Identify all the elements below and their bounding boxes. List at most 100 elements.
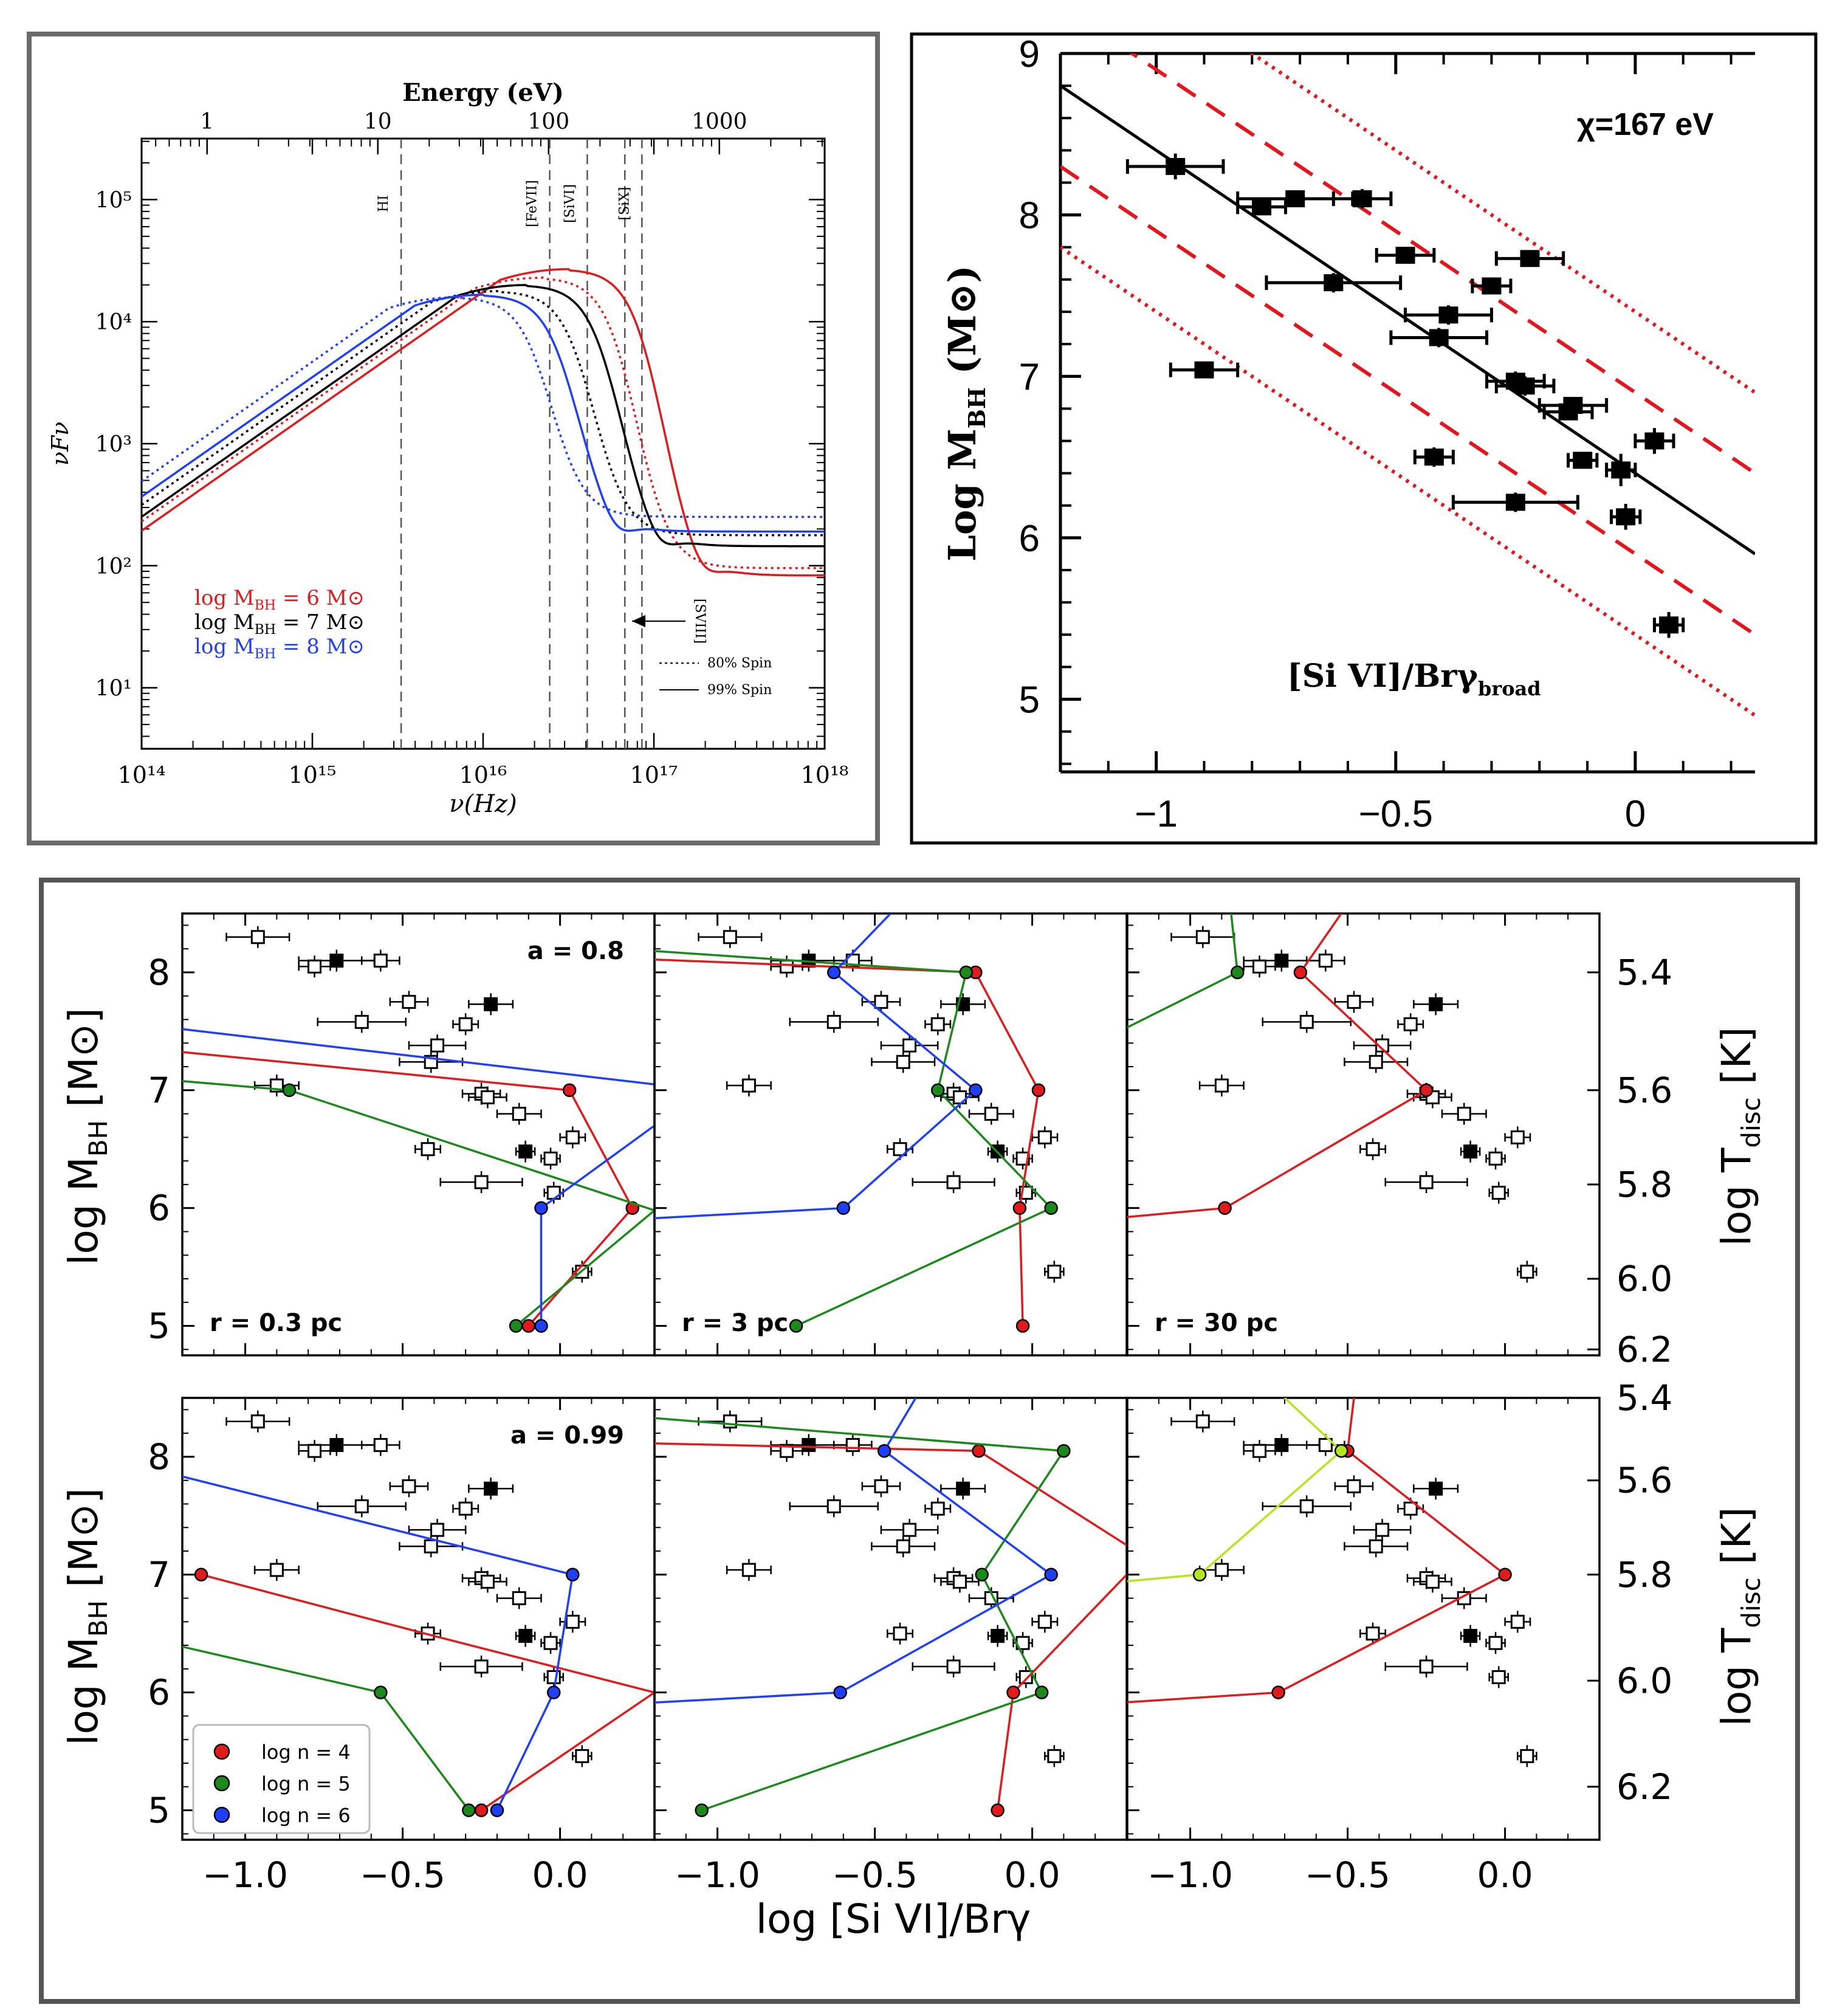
grid-x-tick-label: 0.0 bbox=[1004, 1854, 1060, 1896]
mbh-data-point bbox=[1375, 247, 1436, 264]
grid-model-line bbox=[1127, 1398, 1343, 1583]
grid-obs-marker bbox=[1318, 954, 1333, 968]
grid-observed-point bbox=[1170, 1410, 1235, 1433]
grid-obs-marker bbox=[424, 1539, 438, 1553]
grid-subplot: r = 3 pc bbox=[653, 912, 1128, 1357]
mbh-marker bbox=[1644, 432, 1664, 450]
grid-spin-label: a = 0.99 bbox=[510, 1422, 624, 1450]
grid-model-marker bbox=[1031, 1083, 1046, 1098]
grid-obs-marker bbox=[1214, 1078, 1229, 1093]
grid-obs-marker bbox=[902, 1038, 917, 1053]
grid-observed-point bbox=[861, 1475, 901, 1498]
sed-x-tick-label: 10¹⁷ bbox=[630, 762, 678, 788]
grid-obs-marker bbox=[893, 1626, 907, 1641]
grid-observed-point bbox=[408, 1519, 467, 1541]
grid-legend-marker bbox=[213, 1743, 230, 1760]
sed-legend-rest: = 7 M⊙ bbox=[276, 610, 365, 635]
mbh-y-tick-label: 7 bbox=[1019, 356, 1040, 398]
grid-model-marker bbox=[1034, 1685, 1049, 1699]
grid-observed-point bbox=[1517, 1261, 1537, 1283]
grid-y-title-tail: [M⊙] bbox=[60, 1008, 107, 1120]
grid-x-tick-label: −1.0 bbox=[202, 1854, 288, 1896]
grid-model-marker bbox=[1271, 1685, 1285, 1699]
grid-y-title-sub: BH bbox=[83, 1600, 113, 1637]
grid-observed-point bbox=[789, 1495, 879, 1518]
grid-obs-marker bbox=[484, 997, 498, 1011]
grid-model-marker bbox=[521, 1319, 536, 1333]
sed-x-axis-title: ν(Hz) bbox=[449, 790, 517, 818]
grid-model-marker bbox=[566, 1567, 580, 1582]
grid-model-marker bbox=[490, 1803, 504, 1817]
grid-observed-point bbox=[912, 1171, 995, 1194]
sed-legend-sub: BH bbox=[255, 598, 276, 613]
mbh-y-title-main: Log M bbox=[940, 428, 984, 562]
grid-obs-marker bbox=[1463, 1144, 1478, 1159]
grid-observed-point bbox=[940, 1478, 986, 1500]
grid-observed-point bbox=[1344, 1535, 1409, 1558]
mbh-marker bbox=[1429, 329, 1449, 346]
grid-right-axis-title: log Tdisc [K] bbox=[1713, 1027, 1766, 1247]
grid-legend-label: log n = 4 bbox=[261, 1741, 351, 1764]
sed-y-tick-label: 10² bbox=[95, 554, 132, 579]
grid-observed-point bbox=[1015, 1666, 1037, 1688]
grid-observed-point bbox=[1397, 1013, 1424, 1036]
grid-y-tick-label: 6 bbox=[148, 1672, 170, 1713]
grid-model-marker bbox=[877, 1443, 891, 1458]
sed-top-tick-label: 1 bbox=[200, 109, 214, 134]
grid-model-marker bbox=[959, 965, 974, 980]
mbh-data-point bbox=[1567, 452, 1599, 469]
sed-y-tick-label: 10¹ bbox=[95, 676, 132, 701]
grid-observed-point bbox=[940, 1570, 980, 1593]
grid-obs-marker bbox=[512, 1107, 526, 1121]
mbh-marker bbox=[1659, 616, 1679, 634]
grid-observed-point bbox=[515, 1625, 536, 1647]
grid-obs-marker bbox=[991, 1629, 1005, 1643]
mbh-x-tick-label: −1 bbox=[1135, 793, 1178, 835]
grid-model-marker bbox=[930, 1083, 945, 1098]
grid-obs-marker bbox=[518, 1144, 533, 1159]
grid-observed-point bbox=[940, 993, 986, 1016]
grid-right-title-sub: disc bbox=[1736, 1097, 1766, 1147]
grid-obs-marker bbox=[952, 1574, 967, 1589]
grid-obs-marker bbox=[723, 930, 737, 944]
grid-model-marker bbox=[833, 1685, 847, 1699]
grid-obs-marker bbox=[575, 1749, 589, 1763]
grid-obs-marker bbox=[956, 1481, 970, 1496]
mbh-data-point bbox=[1494, 376, 1556, 396]
grid-obs-marker bbox=[1419, 1175, 1434, 1189]
grid-obs-marker bbox=[1510, 1130, 1525, 1144]
sed-annotation-arrowhead bbox=[632, 615, 645, 627]
grid-obs-marker bbox=[1299, 1499, 1314, 1513]
grid-right-tick-label: 5.4 bbox=[1616, 1377, 1672, 1419]
grid-obs-marker bbox=[1403, 1501, 1418, 1516]
grid-subplot: 5.4 5.6 5.8 6.0 6.2 r = 30 pc bbox=[1126, 912, 1672, 1370]
grid-observed-point bbox=[1012, 1147, 1033, 1170]
grid-observed-point bbox=[726, 1075, 772, 1097]
grid-obs-marker bbox=[474, 1659, 489, 1674]
mbh-data-point bbox=[1169, 361, 1240, 379]
grid-obs-marker bbox=[902, 1522, 917, 1537]
grid-observed-point bbox=[1488, 1666, 1510, 1688]
grid-obs-marker bbox=[1347, 1479, 1361, 1493]
grid-obs-marker bbox=[1347, 994, 1361, 1009]
mbh-marker bbox=[1285, 190, 1305, 208]
grid-radius-label: r = 30 pc bbox=[1155, 1309, 1278, 1337]
grid-obs-marker bbox=[474, 1175, 489, 1189]
grid-observed-point bbox=[1334, 1475, 1374, 1498]
sed-curve bbox=[141, 268, 825, 577]
grid-obs-marker bbox=[984, 1107, 998, 1121]
grid-obs-marker bbox=[780, 959, 794, 974]
mbh-data-point bbox=[1633, 428, 1675, 454]
grid-right-title-main: log T bbox=[1713, 1147, 1760, 1247]
grid-observed-point bbox=[389, 1475, 429, 1498]
grid-obs-marker bbox=[1365, 1142, 1380, 1157]
grid-legend-marker bbox=[213, 1806, 230, 1823]
mbh-y-tick-label: 5 bbox=[1019, 679, 1040, 721]
grid-observed-point bbox=[361, 949, 400, 972]
sed-top-tick-label: 10 bbox=[364, 109, 392, 134]
grid-legend: log n = 4 log n = 5 log n = 6 bbox=[192, 1724, 371, 1834]
grid-obs-marker bbox=[1425, 1574, 1440, 1589]
sed-y-axis-title: νFν bbox=[47, 422, 74, 466]
grid-right-tick-label: 6.2 bbox=[1616, 1766, 1672, 1808]
grid-obs-marker bbox=[565, 1614, 580, 1629]
